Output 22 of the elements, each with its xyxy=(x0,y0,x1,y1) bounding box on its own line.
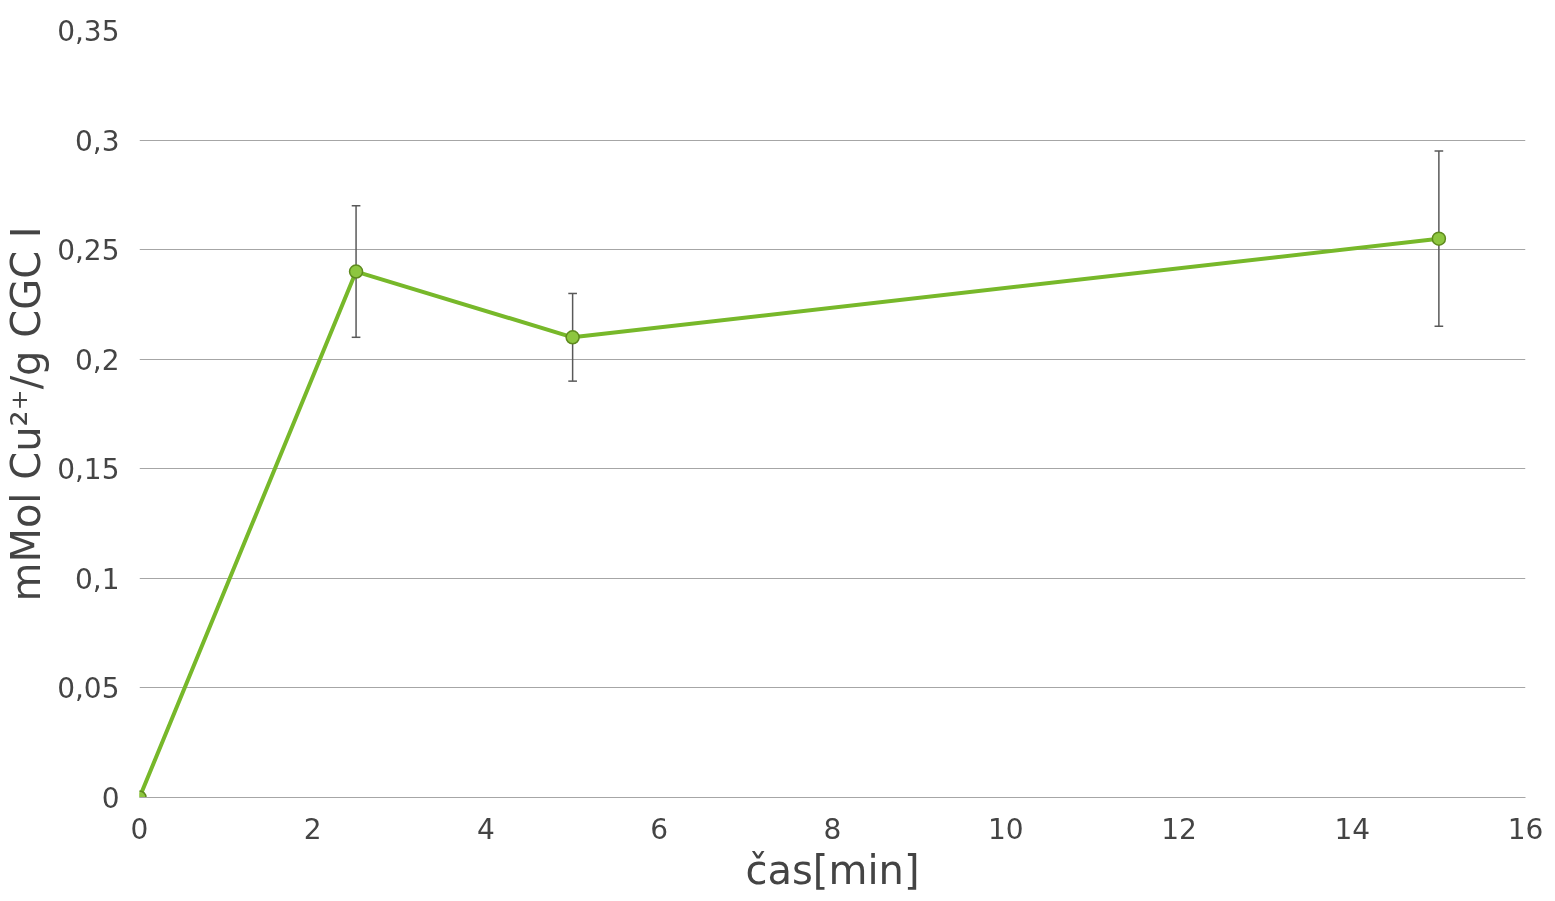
x-tick-label: 12 xyxy=(1161,812,1197,846)
x-tick-label: 10 xyxy=(987,812,1024,846)
x-axis-title: čas[min] xyxy=(745,846,920,893)
x-tick-label: 8 xyxy=(823,812,842,846)
y-tick-label: 0,3 xyxy=(74,124,120,158)
x-tick-label: 6 xyxy=(650,812,669,846)
y-tick-label: 0 xyxy=(101,782,120,815)
y-tick-label: 0,15 xyxy=(57,453,120,487)
y-tick-label: 0,35 xyxy=(57,15,120,48)
y-tick-label: 0,05 xyxy=(57,672,120,706)
point xyxy=(565,330,580,345)
y-axis-title: mMol Cu²⁺/g CGC I xyxy=(3,226,50,602)
y-tick-label: 0,1 xyxy=(74,562,120,596)
x-tick-label: 2 xyxy=(303,812,322,846)
y-tick-label: 0,25 xyxy=(57,234,120,268)
point xyxy=(1431,231,1447,246)
y-tick-label: 0,2 xyxy=(74,343,120,377)
x-tick-label: 16 xyxy=(1507,812,1544,846)
point xyxy=(348,264,364,279)
x-tick-label: 14 xyxy=(1334,812,1371,846)
x-tick-label: 4 xyxy=(477,812,495,846)
x-tick-label: 0 xyxy=(130,812,149,846)
